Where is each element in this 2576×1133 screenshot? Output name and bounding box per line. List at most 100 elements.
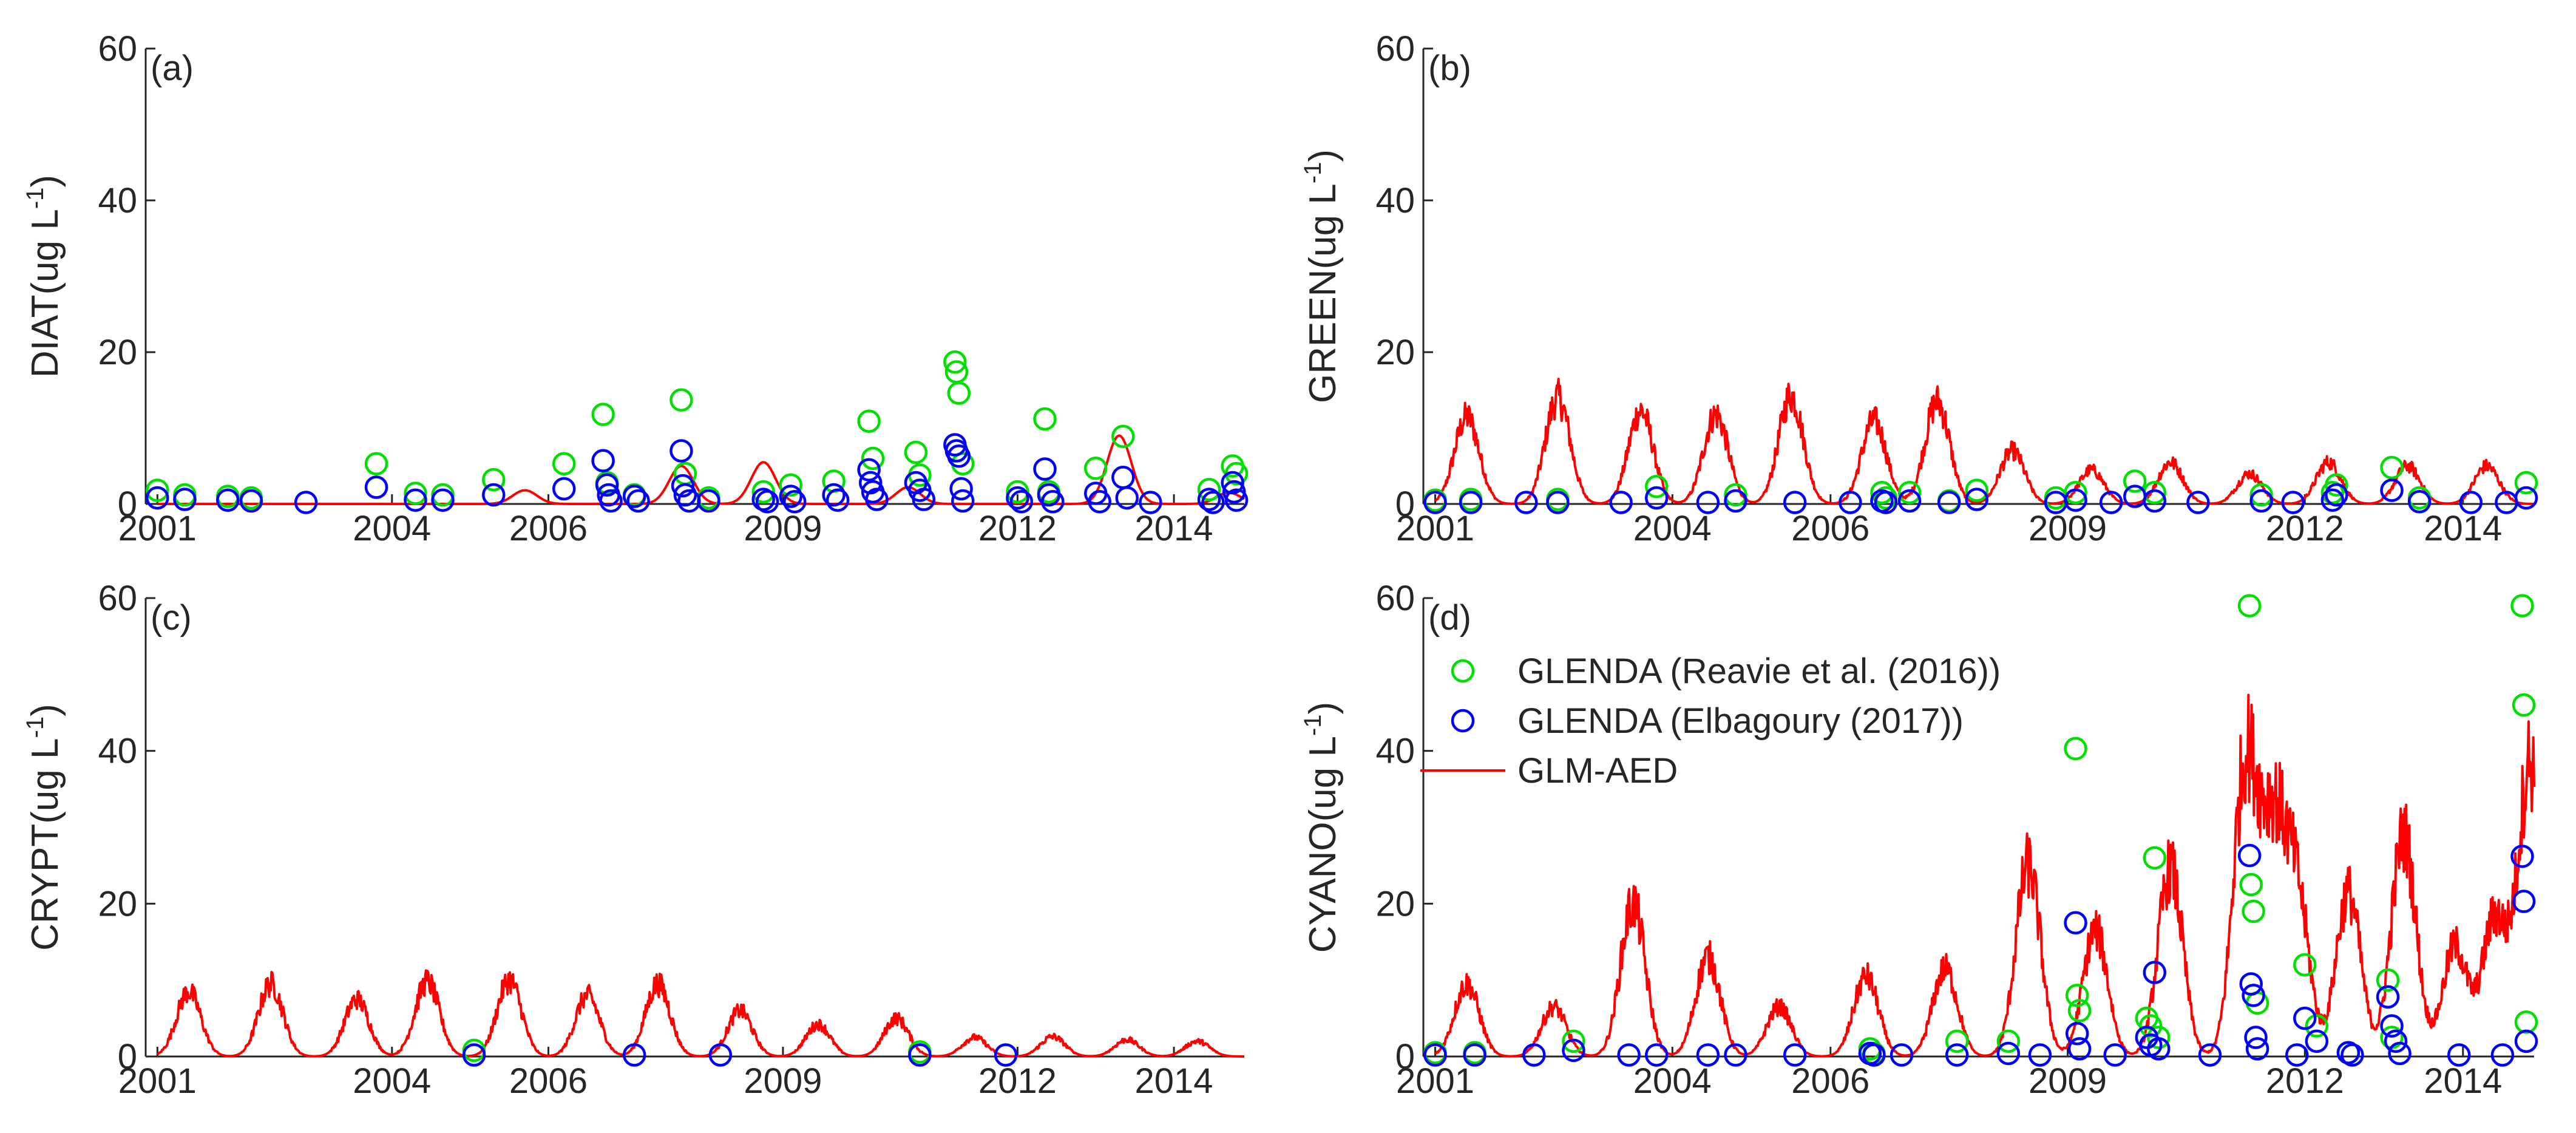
data-point-elbagoury — [2198, 1043, 2222, 1067]
data-point-elbagoury — [1088, 490, 1111, 514]
y-label-sup: -1 — [1300, 714, 1326, 736]
data-point-elbagoury — [2512, 890, 2536, 913]
series-line-glm-aed — [1434, 378, 2535, 505]
data-point-elbagoury — [1937, 491, 1961, 514]
data-point-elbagoury — [2064, 911, 2087, 935]
data-point-elbagoury — [2103, 1043, 2127, 1067]
data-point-elbagoury — [2380, 478, 2404, 502]
data-point-reavie — [1033, 407, 1057, 431]
data-point-elbagoury — [1897, 489, 1922, 513]
data-point-elbagoury — [1696, 1043, 1720, 1067]
data-point-elbagoury — [2237, 843, 2262, 868]
data-point-reavie — [2064, 737, 2087, 761]
data-point-elbagoury — [783, 490, 807, 514]
data-point-elbagoury — [462, 1043, 486, 1067]
legend-label-reavie: GLENDA (Reavie et al. (2016)) — [1517, 652, 2001, 691]
data-point-elbagoury — [2293, 1006, 2317, 1030]
data-point-elbagoury — [146, 486, 169, 510]
data-point-reavie — [2514, 471, 2538, 495]
data-point-elbagoury — [1423, 491, 1447, 514]
data-point-reavie — [2510, 594, 2534, 618]
data-point-elbagoury — [216, 488, 240, 512]
data-point-elbagoury — [908, 1043, 932, 1067]
data-point-elbagoury — [779, 485, 803, 508]
data-point-elbagoury — [1546, 491, 1570, 514]
data-point-elbagoury — [1115, 486, 1139, 510]
data-point-reavie — [943, 350, 967, 374]
legend: GLENDA (Reavie et al. (2016)) GLENDA (El… — [1420, 652, 2001, 791]
data-point-reavie — [2239, 873, 2263, 897]
data-point-elbagoury — [1463, 1043, 1486, 1067]
data-point-reavie — [2067, 999, 2092, 1022]
x-tick-label: 2004 — [353, 509, 431, 548]
data-point-reavie — [552, 452, 576, 475]
data-point-reavie — [1897, 481, 1922, 505]
data-point-elbagoury — [2510, 845, 2534, 868]
data-point-elbagoury — [2336, 1041, 2361, 1064]
data-point-reavie — [861, 446, 885, 471]
data-point-elbagoury — [599, 489, 623, 513]
legend-symbol-reavie — [1451, 659, 1475, 683]
y-axis-label-green: GREEN(ug L-1) — [1300, 149, 1344, 403]
data-point-elbagoury — [1839, 491, 1862, 514]
y-axis-label-crypt: CRYPT(ug L-1) — [22, 704, 66, 951]
x-tick-label: 2006 — [509, 509, 588, 548]
data-point-elbagoury — [1783, 1043, 1807, 1067]
data-point-elbagoury — [1033, 457, 1057, 481]
x-tick-label: 2009 — [2029, 509, 2107, 548]
data-point-elbagoury — [482, 483, 506, 507]
data-point-reavie — [1197, 478, 1221, 502]
data-point-elbagoury — [2490, 1043, 2515, 1067]
data-point-elbagoury — [2514, 486, 2538, 510]
data-point-elbagoury — [2340, 1043, 2364, 1067]
data-point-elbagoury — [751, 488, 775, 511]
data-point-elbagoury — [431, 488, 455, 512]
data-point-reavie — [1996, 1029, 2021, 1053]
data-point-reavie — [2512, 693, 2536, 717]
data-point-reavie — [2237, 594, 2262, 618]
x-tick-label: 2014 — [2424, 1061, 2502, 1101]
y-label-name: GREEN — [1302, 270, 1344, 403]
y-label-name: CRYPT — [24, 824, 66, 951]
data-point-reavie — [2143, 846, 2167, 870]
x-tick-label: 2014 — [1135, 509, 1213, 548]
x-tick-label: 2006 — [509, 1061, 588, 1101]
data-point-elbagoury — [2064, 488, 2087, 512]
y-axis-label-diat: DIAT(ug L-1) — [22, 175, 66, 378]
data-point-reavie — [2380, 455, 2404, 480]
data-point-elbagoury — [2380, 1014, 2404, 1038]
legend-label-elbagoury: GLENDA (Elbagoury (2017)) — [1517, 701, 1964, 741]
y-label-unit: (ug L — [1302, 736, 1344, 822]
data-point-elbagoury — [2028, 1043, 2052, 1067]
x-tick-label: 2004 — [1633, 1061, 1712, 1101]
data-point-elbagoury — [364, 475, 388, 499]
data-point-elbagoury — [1201, 491, 1225, 514]
series-line-glm-aed — [1434, 693, 2535, 1058]
data-point-elbagoury — [2239, 972, 2263, 996]
data-point-elbagoury — [2325, 483, 2348, 507]
data-point-elbagoury — [673, 483, 697, 507]
data-point-reavie — [779, 473, 803, 497]
data-point-reavie — [482, 468, 506, 492]
data-point-elbagoury — [755, 490, 779, 514]
data-point-elbagoury — [2459, 491, 2483, 514]
panel-green: (b) GREEN(ug L-1) 0 20 40 60 2001 2004 2006 200… — [1300, 29, 2538, 548]
data-point-elbagoury — [1197, 488, 1221, 511]
data-point-reavie — [1006, 480, 1029, 504]
data-point-elbagoury — [1459, 491, 1483, 514]
data-point-elbagoury — [2305, 1029, 2329, 1053]
data-point-elbagoury — [2245, 1037, 2269, 1061]
data-point-elbagoury — [1139, 491, 1162, 514]
y-tick-label: 20 — [1375, 884, 1415, 924]
x-tick-label: 2001 — [1396, 509, 1474, 548]
data-point-elbagoury — [1009, 490, 1034, 514]
data-point-reavie — [1111, 424, 1135, 448]
data-point-reavie — [2147, 1026, 2171, 1049]
data-point-reavie — [2065, 984, 2089, 1007]
data-point-elbagoury — [239, 489, 263, 513]
data-point-elbagoury — [857, 458, 881, 481]
y-tick-label: 60 — [1375, 29, 1415, 69]
x-tick-label: 2009 — [744, 509, 822, 548]
data-point-elbagoury — [2514, 1029, 2538, 1053]
data-point-elbagoury — [2384, 1029, 2408, 1053]
